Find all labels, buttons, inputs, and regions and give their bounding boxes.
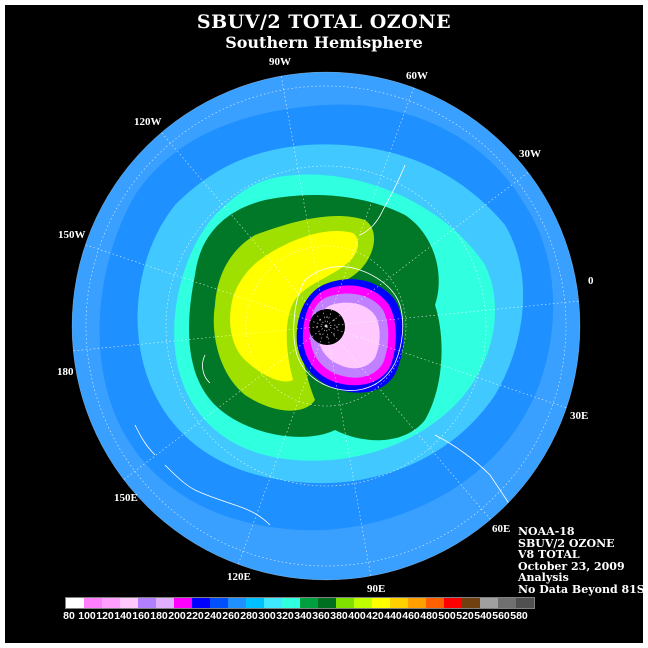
colorbar-label: 160 bbox=[132, 610, 150, 622]
ozone-map-frame: 0 30E 60E 90E 120E 150E 180 150W 120W 90W 60W 30W S… bbox=[5, 5, 643, 643]
colorbar-swatch bbox=[156, 598, 174, 608]
colorbar-label: 420 bbox=[366, 610, 384, 622]
disc-outline bbox=[71, 71, 581, 581]
colorbar-label: 300 bbox=[258, 610, 276, 622]
colorbar-label: 180 bbox=[150, 610, 168, 622]
colorbar-swatch bbox=[516, 598, 534, 608]
colorbar-swatch bbox=[120, 598, 138, 608]
colorbar-swatch bbox=[426, 598, 444, 608]
colorbar-swatch bbox=[480, 598, 498, 608]
colorbar-label: 440 bbox=[384, 610, 402, 622]
colorbar-swatch bbox=[462, 598, 480, 608]
longitude-labels: 0 30E 60E 90E 120E 150E 180 150W 120W 90W 60W 30W bbox=[57, 56, 594, 595]
info-version: V8 TOTAL bbox=[518, 548, 580, 561]
colorbar-label: 580 bbox=[510, 610, 528, 622]
colorbar-swatch bbox=[264, 598, 282, 608]
colorbar-label: 220 bbox=[186, 610, 204, 622]
colorbar-swatch bbox=[408, 598, 426, 608]
colorbar-label: 480 bbox=[420, 610, 438, 622]
colorbar-label: 140 bbox=[114, 610, 132, 622]
colorbar-swatch bbox=[336, 598, 354, 608]
colorbar-swatch bbox=[102, 598, 120, 608]
colorbar-label: 320 bbox=[276, 610, 294, 622]
colorbar-label: 400 bbox=[348, 610, 366, 622]
longitude-label: 60W bbox=[406, 70, 428, 82]
colorbar-swatch bbox=[84, 598, 102, 608]
colorbar-label: 260 bbox=[222, 610, 240, 622]
graticule bbox=[72, 74, 580, 578]
colorbar-swatch bbox=[282, 598, 300, 608]
info-instrument: SBUV/2 OZONE bbox=[518, 536, 615, 550]
longitude-label: 30E bbox=[570, 410, 588, 422]
colorbar-label: 80 bbox=[63, 610, 75, 622]
colorbar-swatch bbox=[318, 598, 336, 608]
colorbar-label: 100 bbox=[78, 610, 96, 622]
longitude-label: 120W bbox=[134, 116, 162, 128]
colorbar-swatch bbox=[498, 598, 516, 608]
longitude-label: 120E bbox=[227, 571, 251, 583]
colorbar bbox=[65, 597, 535, 609]
info-satellite: NOAA-18 bbox=[518, 525, 575, 538]
longitude-label: 150E bbox=[114, 492, 138, 504]
colorbar-label: 360 bbox=[312, 610, 330, 622]
colorbar-swatch bbox=[300, 598, 318, 608]
colorbar-label: 120 bbox=[96, 610, 114, 622]
colorbar-label: 380 bbox=[330, 610, 348, 622]
colorbar-swatch bbox=[372, 598, 390, 608]
info-type: Analysis bbox=[518, 571, 569, 584]
longitude-label: 60E bbox=[492, 523, 510, 535]
longitude-label: 90W bbox=[269, 56, 291, 68]
colorbar-labels: 80 100 120 140 160 180 200 220 240 260 280 300 320 34… bbox=[5, 610, 643, 624]
colorbar-label: 520 bbox=[456, 610, 474, 622]
colorbar-swatch bbox=[228, 598, 246, 608]
colorbar-swatch bbox=[246, 598, 264, 608]
info-date: October 23, 2009 bbox=[518, 559, 625, 573]
longitude-label: 150W bbox=[58, 229, 86, 241]
colorbar-label: 500 bbox=[438, 610, 456, 622]
colorbar-label: 280 bbox=[240, 610, 258, 622]
colorbar-swatch bbox=[174, 598, 192, 608]
map-title: SBUV/2 TOTAL OZONE bbox=[196, 11, 452, 33]
info-block: NOAA-18 SBUV/2 OZONE V8 TOTAL October 23… bbox=[518, 526, 643, 595]
colorbar-swatch bbox=[390, 598, 408, 608]
longitude-label: 180 bbox=[57, 366, 74, 378]
colorbar-swatch bbox=[138, 598, 156, 608]
longitude-label: 0 bbox=[588, 275, 594, 287]
info-note: No Data Beyond 81S bbox=[518, 582, 643, 596]
colorbar-swatch bbox=[210, 598, 228, 608]
colorbar-label: 540 bbox=[474, 610, 492, 622]
colorbar-swatch bbox=[354, 598, 372, 608]
colorbar-label: 240 bbox=[204, 610, 222, 622]
colorbar-label: 560 bbox=[492, 610, 510, 622]
longitude-label: 90E bbox=[367, 583, 385, 595]
polar-map: 0 30E 60E 90E 120E 150E 180 150W 120W 90W 60W 30W bbox=[57, 56, 594, 595]
colorbar-swatch bbox=[444, 598, 462, 608]
colorbar-label: 200 bbox=[168, 610, 186, 622]
longitude-label: 30W bbox=[519, 148, 541, 160]
colorbar-swatch bbox=[192, 598, 210, 608]
colorbar-label: 460 bbox=[402, 610, 420, 622]
map-subtitle: Southern Hemisphere bbox=[225, 33, 423, 52]
colorbar-label: 340 bbox=[294, 610, 312, 622]
colorbar-swatch bbox=[66, 598, 84, 608]
